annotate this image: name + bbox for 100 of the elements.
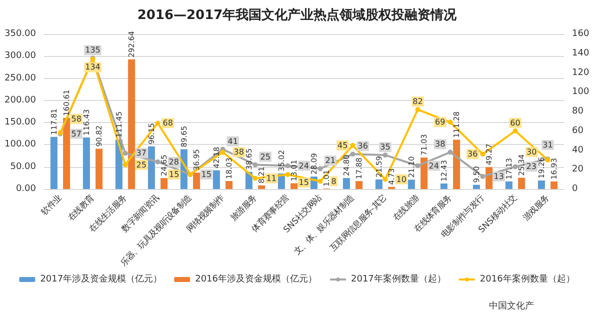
- point: [285, 163, 290, 168]
- bar: [453, 140, 460, 189]
- data-label: 82: [412, 97, 423, 106]
- point: [155, 159, 160, 164]
- data-label: 8: [331, 176, 336, 186]
- data-label: 68: [162, 118, 173, 128]
- legend-label: 2017年涉及资金规模（亿元）: [40, 274, 162, 284]
- point: [122, 150, 128, 156]
- point: [448, 120, 453, 125]
- y-tick-label: 250.00: [4, 73, 36, 84]
- point: [415, 107, 420, 112]
- bar: [420, 158, 428, 189]
- data-label: 134: [85, 62, 100, 72]
- point: [252, 162, 258, 168]
- data-label: 36: [468, 150, 478, 159]
- bar: [212, 170, 220, 189]
- bar: [342, 178, 350, 189]
- data-label: 41: [228, 136, 238, 146]
- bar: [128, 59, 136, 189]
- bar: [538, 180, 545, 189]
- point: [122, 162, 128, 168]
- y2-tick-label: 80: [572, 106, 584, 116]
- point: [382, 152, 388, 158]
- y-tick-label: 0.00: [16, 184, 36, 194]
- point: [480, 152, 486, 157]
- legend-label: 2017年案例数量（起）: [351, 274, 446, 284]
- data-label: 57: [71, 129, 82, 138]
- data-label: 31: [542, 140, 553, 150]
- bar: [193, 172, 200, 189]
- bar: [408, 180, 415, 189]
- bar: [148, 146, 155, 189]
- bar: [290, 183, 298, 189]
- point: [512, 128, 518, 134]
- data-label: 30: [526, 147, 537, 156]
- y2-tick-label: 60: [572, 126, 584, 136]
- y2-tick-label: 140: [572, 48, 590, 58]
- data-label: 11: [266, 174, 276, 183]
- point: [220, 150, 226, 155]
- data-label: 38: [234, 148, 244, 157]
- data-label: 38: [435, 140, 446, 149]
- bar: [96, 148, 103, 189]
- x-tick-label: 游戏服务: [522, 193, 552, 224]
- bar: [440, 183, 448, 189]
- y2-tick-label: 0: [572, 184, 578, 194]
- point: [350, 142, 356, 148]
- data-label: 35: [380, 142, 390, 152]
- data-label: 13: [494, 172, 504, 181]
- point: [318, 178, 323, 184]
- point: [448, 150, 453, 155]
- data-label: 10: [396, 174, 406, 184]
- data-label: 25: [136, 160, 146, 170]
- data-label: 37: [136, 148, 146, 158]
- point: [480, 174, 486, 179]
- y-tick-label: 150.00: [4, 118, 36, 128]
- point: [382, 176, 388, 182]
- y-tick-label: 350.00: [4, 29, 36, 39]
- point: [415, 163, 420, 168]
- bar: [160, 178, 168, 189]
- y-tick-label: 300.00: [4, 51, 36, 62]
- point: [350, 152, 356, 157]
- y-tick-label: 100.00: [4, 140, 36, 150]
- x-tick-label: 软件业: [40, 193, 64, 218]
- data-label: 58: [71, 114, 82, 124]
- bar: [518, 178, 526, 189]
- point: [318, 166, 323, 172]
- y2-tick-label: 20: [572, 164, 584, 175]
- bar: [50, 136, 58, 189]
- data-label: 24: [428, 161, 439, 170]
- point: [512, 164, 518, 170]
- data-label: 21: [325, 156, 336, 166]
- data-label: 15: [298, 178, 309, 187]
- y-tick-label: 50.00: [10, 162, 36, 172]
- y-tick-label: 200.00: [4, 95, 36, 106]
- bar: [375, 179, 382, 189]
- data-label: 28: [168, 157, 179, 166]
- legend-label: 2016年案例数量（起）: [480, 274, 575, 284]
- point: [155, 120, 160, 126]
- text: 中国文化产: [489, 300, 534, 312]
- y2-tick-label: 120: [572, 68, 590, 78]
- chart-title: 2016—2017年我国文化产业热点领域股权投融资情况: [137, 7, 458, 23]
- bar: [550, 182, 558, 189]
- bar: [472, 184, 480, 189]
- bar: [486, 167, 493, 189]
- bar: [505, 181, 512, 189]
- y2-tick-label: 40: [572, 145, 584, 156]
- data-label: 45: [338, 140, 348, 150]
- bar: [356, 181, 363, 189]
- bar: [226, 181, 233, 189]
- point: [285, 172, 290, 177]
- data-label: 60: [510, 118, 520, 128]
- data-label: 24: [298, 161, 309, 170]
- legend-label: 2016年涉及资金规模（亿元）: [195, 274, 317, 284]
- bar: [258, 185, 266, 189]
- y2-tick-label: 100: [572, 87, 590, 98]
- data-label: 15: [201, 170, 212, 179]
- bar: [82, 137, 90, 189]
- data-label: 23: [526, 162, 536, 172]
- data-label: 15: [169, 170, 180, 179]
- data-label: 36: [358, 142, 368, 151]
- data-label: 69: [435, 118, 446, 127]
